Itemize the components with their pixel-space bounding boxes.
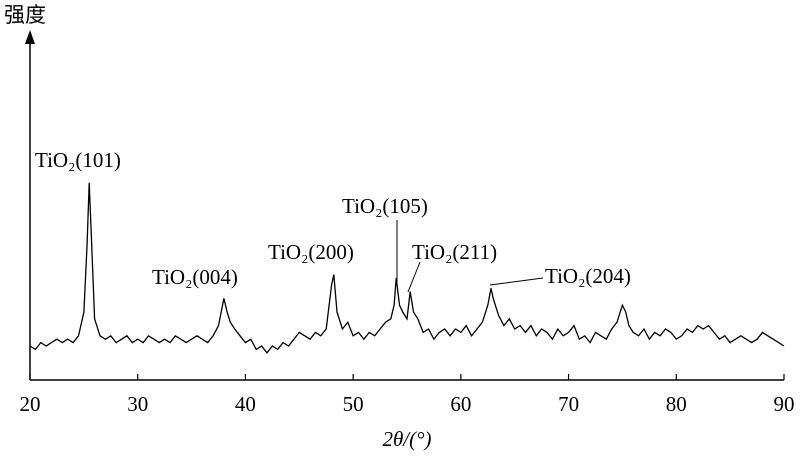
- peak-annotation: TiO₂(105): [342, 194, 428, 218]
- peak-annotation: TiO₂(204): [545, 264, 631, 288]
- data-line: [29, 182, 785, 354]
- peak-annotation: TiO₂(101): [35, 148, 121, 172]
- x-tick-label: 50: [343, 392, 364, 416]
- y-axis-label: 强度: [4, 3, 46, 27]
- leader-line: [489, 277, 544, 286]
- x-tick-label: 60: [450, 392, 471, 416]
- x-tick-label: 80: [666, 392, 687, 416]
- x-axis-label: 2θ/(°): [382, 427, 431, 451]
- peak-annotation: TiO₂(004): [152, 265, 238, 289]
- leader-line: [407, 261, 421, 293]
- x-tick-label: 70: [558, 392, 579, 416]
- x-tick-label: 40: [235, 392, 256, 416]
- y-axis-arrow: [25, 30, 35, 44]
- peak-annotation: TiO₂(200): [268, 240, 354, 264]
- x-tick-label: 20: [20, 392, 41, 416]
- x-tick-label: 90: [774, 392, 795, 416]
- peak-annotation: TiO₂(211): [412, 240, 497, 264]
- x-tick-label: 30: [127, 392, 148, 416]
